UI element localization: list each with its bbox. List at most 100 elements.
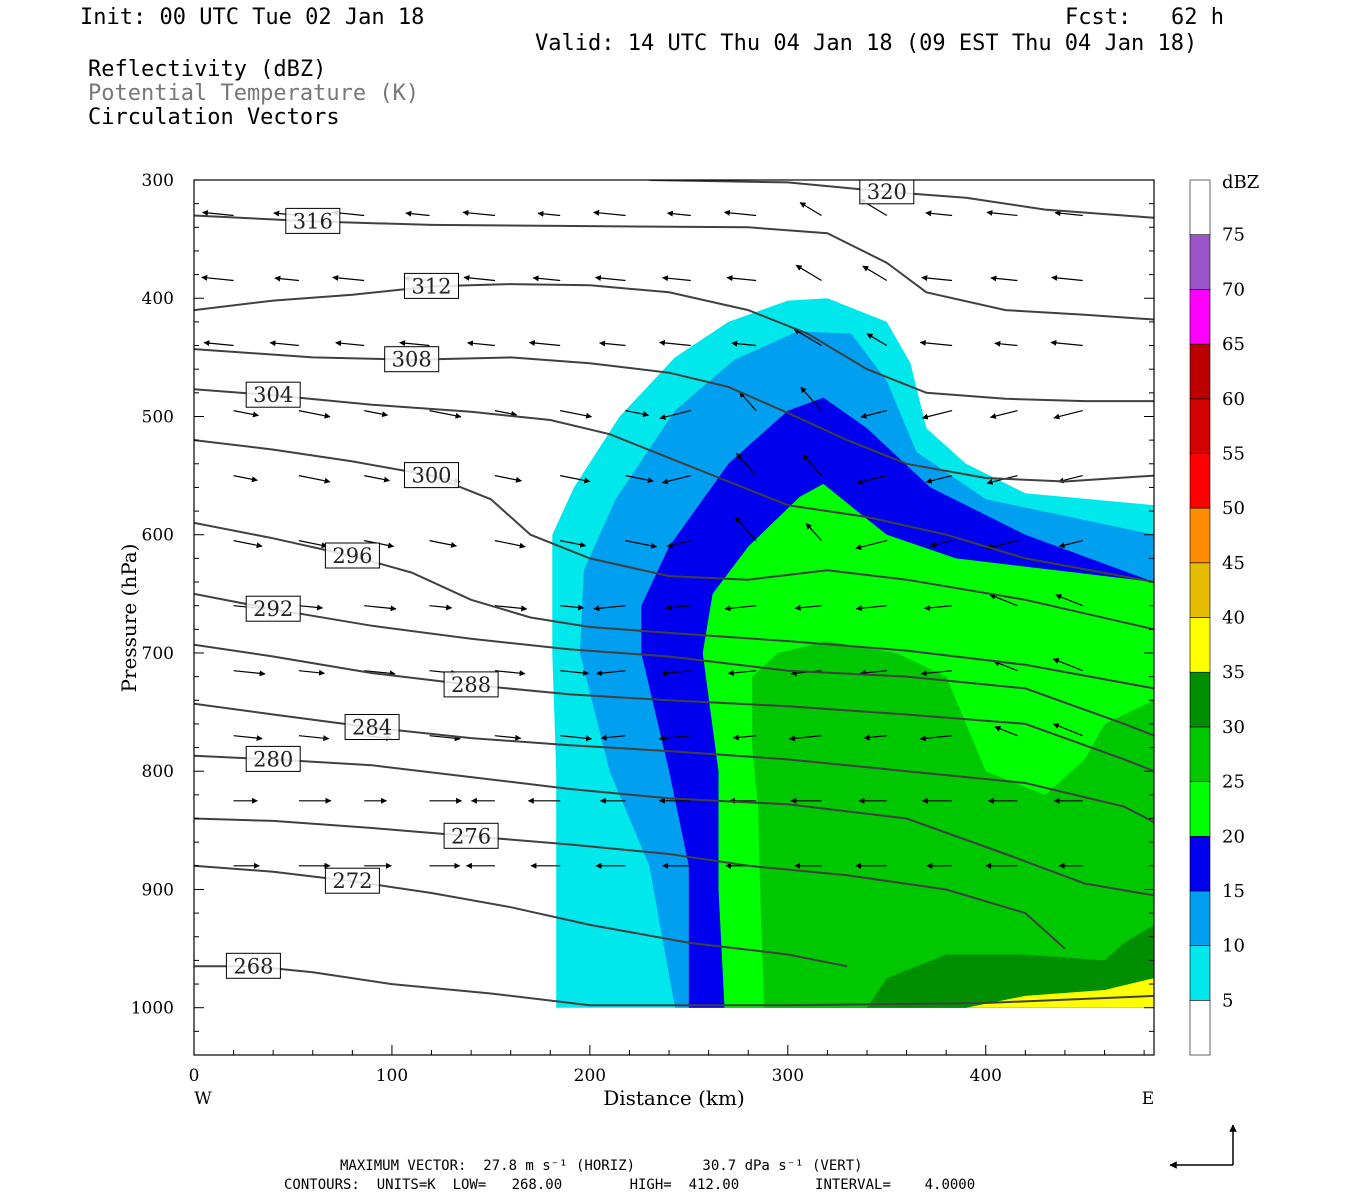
contour-label-box xyxy=(344,714,400,740)
colorbar-bin xyxy=(1189,398,1211,454)
dbz-region-25 xyxy=(752,641,1154,1008)
contour-label-box xyxy=(443,822,499,849)
circulation-vector xyxy=(993,660,1018,672)
valid-time: Valid: 14 UTC Thu 04 Jan 18 (09 EST Thu … xyxy=(535,31,1198,56)
contour-label-box xyxy=(245,595,301,622)
circulation-vector xyxy=(269,340,299,347)
circulation-vector xyxy=(599,340,626,347)
contour-note: CONTOURS: UNITS=K LOW= 268.00 HIGH= 412.… xyxy=(284,1177,976,1193)
contour-label: 320 xyxy=(867,180,907,204)
circulation-vector xyxy=(494,734,522,741)
field-vectors: Circulation Vectors xyxy=(88,105,340,130)
circulation-vector xyxy=(990,275,1018,282)
circulation-vector xyxy=(727,669,757,676)
circulation-vector xyxy=(1052,658,1083,672)
contour-label-box xyxy=(404,272,459,299)
circulation-vector xyxy=(201,274,234,282)
circulation-vector xyxy=(594,275,626,282)
circulation-vector xyxy=(494,605,528,612)
contour-label: 308 xyxy=(392,348,432,372)
circulation-vector xyxy=(863,734,887,741)
axes: 0 100 200 300 400 300 400 500 600 700 800 900 1000 xyxy=(131,171,1154,1086)
y-tick-label: 800 xyxy=(142,762,174,782)
circulation-vector xyxy=(985,540,1018,550)
y-tick-label: 400 xyxy=(142,289,174,309)
x-tick-label: 400 xyxy=(970,1066,1002,1086)
circulation-vector xyxy=(866,333,888,347)
colorbar-bin xyxy=(1189,179,1211,236)
contour-label: 292 xyxy=(253,597,293,621)
circulation-vector xyxy=(429,410,462,419)
contour-label: 316 xyxy=(293,209,333,233)
circulation-vector xyxy=(726,275,757,282)
y-tick-label: 600 xyxy=(142,526,174,546)
theta-contour-272 xyxy=(194,864,848,968)
x-tick-label: 200 xyxy=(574,1066,606,1086)
x-tick-label: 0 xyxy=(189,1066,200,1086)
circulation-vector xyxy=(463,274,495,282)
circulation-vector xyxy=(921,275,953,282)
circulation-vector xyxy=(298,475,331,484)
circulation-vector xyxy=(919,735,953,742)
circulation-vector xyxy=(364,605,397,612)
contour-label: 304 xyxy=(253,383,293,407)
colorbar-label: 30 xyxy=(1222,717,1245,738)
theta-contour-288 xyxy=(194,643,1154,773)
colorbar-bin xyxy=(1189,890,1211,946)
circulation-vector xyxy=(739,391,757,411)
colorbar-bin xyxy=(1189,234,1211,290)
contour-label: 288 xyxy=(451,673,491,697)
x-tick-label: 300 xyxy=(772,1066,804,1086)
colorbar-label: 40 xyxy=(1222,608,1245,629)
circulation-vector xyxy=(723,209,757,217)
contour-label-box xyxy=(443,671,499,698)
dbz-region-35 xyxy=(966,978,1154,1008)
circulation-vector xyxy=(660,670,691,677)
circulation-vector xyxy=(736,453,757,476)
forecast-hour: Fcst: 62 h xyxy=(1065,5,1224,30)
contour-label: 276 xyxy=(451,824,491,848)
theta-contour-316 xyxy=(194,214,1154,321)
circulation-vector xyxy=(925,475,953,484)
circulation-vector xyxy=(560,540,587,548)
circulation-vector xyxy=(298,540,328,549)
circulation-vector xyxy=(793,328,822,347)
circulation-vector xyxy=(859,669,887,676)
circulation-vector xyxy=(233,735,263,742)
theta-contours: 268 272 276 280 284 288 292 296 300 304 308 312 316 3… xyxy=(194,180,1154,1007)
colorbar-label: 65 xyxy=(1222,334,1245,355)
circulation-vector xyxy=(662,275,691,282)
theta-contour-276 xyxy=(194,817,1066,950)
circulation-vector xyxy=(923,604,953,611)
circulation-vector xyxy=(537,210,561,217)
circulation-vector xyxy=(658,735,691,742)
circulation-vector xyxy=(364,670,396,677)
circulation-vector xyxy=(467,340,495,347)
circulation-vector xyxy=(994,725,1018,737)
circulation-vector xyxy=(203,340,234,347)
circulation-vector xyxy=(860,410,887,419)
circulation-vector xyxy=(661,475,691,485)
reference-vector-icon xyxy=(1169,1124,1237,1169)
contour-label-box xyxy=(245,745,301,772)
circulation-vector xyxy=(994,340,1018,347)
x-tick-label: 100 xyxy=(376,1066,408,1086)
y-tick-label: 900 xyxy=(142,880,174,900)
circulation-vector xyxy=(724,605,757,612)
circulation-vector xyxy=(855,605,887,612)
circulation-vector xyxy=(399,340,430,347)
circulation-vector xyxy=(233,410,259,418)
field-theta: Potential Temperature (K) xyxy=(88,81,420,106)
colorbar-label: 55 xyxy=(1222,443,1245,464)
colorbar-bin xyxy=(1189,617,1211,673)
colorbar-bin xyxy=(1189,726,1211,782)
init-time: Init: 00 UTC Tue 02 Jan 18 xyxy=(80,5,425,30)
colorbar-label: 35 xyxy=(1222,662,1245,683)
max-vector-note: MAXIMUM VECTOR: 27.8 m s⁻¹ (HORIZ) 30.7 … xyxy=(340,1158,863,1174)
x-axis-title: Distance (km) xyxy=(603,1086,745,1110)
circulation-vector xyxy=(202,209,234,217)
circulation-vector xyxy=(1051,274,1083,282)
circulation-vector xyxy=(1050,339,1083,347)
circulation-vector xyxy=(560,669,589,676)
colorbar-bin xyxy=(1189,945,1211,1001)
